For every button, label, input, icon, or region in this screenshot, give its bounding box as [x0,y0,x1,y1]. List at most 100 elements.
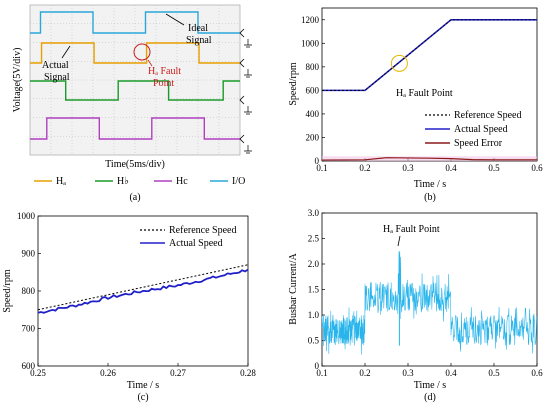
x-tick-label: 0.3 [402,163,414,173]
legend-ha-label: Hₐ [56,176,66,187]
y-tick-label: 0 [315,156,320,166]
panel-b-legend-error-label: Speed Error [454,138,503,149]
panel-a-traces [30,11,240,140]
panel-b-caption: (b) [424,192,436,203]
y-tick-label: 900 [22,249,36,259]
busbar-current-line [321,251,537,355]
panel-a-xlabel: Time(5ms/div) [105,159,165,170]
panel-c-caption: (c) [137,392,148,403]
panel-b-ylabel: Speed/rpm [288,62,299,106]
x-tick-label: 0.6 [531,163,543,173]
y-tick-label: 3.0 [308,208,320,218]
fault-point-marker [390,54,408,72]
x-tick-label: 0.28 [240,368,256,378]
panel-d: 0.1 0.2 0.3 0.4 0.5 0.6 0 0.5 1.0 1.5 2.0 2.5 3.0 Bu… [288,208,543,403]
io-trace [30,11,240,34]
panel-d-xlabel: Time / s [414,380,447,391]
legend-hb-label: H♭ [117,176,129,187]
ground-marker [244,39,252,48]
panel-d-ylabel: Busbar Current/A [288,253,299,325]
y-tick-label: 1.0 [308,310,320,320]
ideal-signal-label-1: Ideal [188,23,208,34]
panel-b-series [321,18,537,161]
actual-signal-label-1: Actual [42,60,69,71]
ground-marker [244,106,252,115]
panel-b-xlabel: Time / s [414,179,447,190]
y-tick-label: 1.5 [308,285,320,295]
channel-arrow-marker [239,58,245,68]
panel-a-grid [30,5,240,155]
panel-b-frame [321,7,538,162]
x-tick-label: 0.26 [100,368,116,378]
y-tick-label: 2.0 [308,259,320,269]
fault-point-arrow [147,59,153,67]
x-tick-label: 0.1 [316,163,327,173]
y-tick-label: 800 [22,286,36,296]
reference-speed-line [322,19,537,91]
y-tick-label: 0.5 [308,336,320,346]
panel-d-axes: 0.1 0.2 0.3 0.4 0.5 0.6 0 0.5 1.0 1.5 2.0 2.5 3.0 [308,208,543,378]
x-tick-label: 0.2 [359,368,370,378]
x-tick-label: 0.27 [170,368,186,378]
y-tick-label: 800 [306,62,320,72]
x-tick-label: 0.3 [402,368,414,378]
panel-b-fault-label: Hₐ Fault Point [396,88,453,99]
y-tick-label: 700 [22,324,36,334]
x-tick-label: 0.4 [445,163,457,173]
y-tick-label: 0 [315,361,320,371]
ha-trace [30,42,240,64]
hc-trace [30,117,240,140]
legend-io-label: I/O [232,176,245,187]
panel-d-fault-label: Hₐ Fault Point [383,224,440,235]
panel-b: 0.1 0.2 0.3 0.4 0.5 0.6020040060080010001200 … [288,7,543,203]
panel-a-ylabel: Voltage(5V/div) [12,48,23,113]
y-tick-label: 2.5 [308,234,320,244]
y-tick-label: 600 [306,85,320,95]
x-tick-label: 0.4 [445,368,457,378]
y-tick-label: 600 [22,361,36,371]
panel-c-legend-actual-label: Actual Speed [169,238,223,249]
panel-a-legend: Hₐ H♭ Hc I/O [34,176,245,187]
channel-arrow-marker [239,95,245,105]
channel-arrow-marker [239,134,245,144]
channel-arrow-marker [239,28,245,38]
fault-point-label-1: Hₐ Fault [148,66,181,77]
panel-d-caption: (d) [424,392,436,403]
fault-point-circle [133,43,151,61]
ground-marker [244,69,252,78]
y-tick-label: 1200 [301,15,320,25]
panel-a-caption: (a) [129,192,140,203]
actual-signal-arrow [61,45,71,59]
y-tick-label: 200 [306,132,320,142]
reference-speed-line [37,264,249,311]
ideal-signal-label-2: Signal [186,35,212,46]
x-tick-label: 0.6 [531,368,543,378]
panel-c-ylabel: Speed/rpm [2,269,13,313]
y-tick-label: 1000 [301,38,320,48]
x-tick-label: 0.1 [316,368,327,378]
legend-hc-label: Hc [176,176,188,187]
panel-c-legend-ref-label: Reference Speed [169,225,236,236]
ground-marker [244,145,252,154]
fault-point-label-2: Point [153,78,174,89]
panel-c-xlabel: Time / s [127,380,160,391]
hb-trace [30,80,240,101]
panel-c: 0.25 0.26 0.27 0.28 600 700 800 900 1000 Speed/r… [2,211,256,403]
panel-b-legend-actual-label: Actual Speed [454,124,508,135]
panel-d-series [321,251,537,355]
panel-b-axes: 0.1 0.2 0.3 0.4 0.5 0.6 0 200 400 600 800 1000 1200 [301,15,543,173]
panel-b-legend: Reference Speed Actual Speed Speed Error [425,110,521,149]
x-tick-label: 0.25 [30,368,46,378]
panel-d-fault-arrow [397,235,401,247]
panel-a-channel-markers [239,28,252,154]
speed-error-line [321,157,537,161]
x-tick-label: 0.5 [488,368,500,378]
actual-speed-line [322,18,537,92]
y-tick-label: 1000 [17,211,36,221]
panel-c-series [37,264,249,314]
panel-a: Voltage(5V/div) Ideal Signal Actual Sign… [12,4,252,203]
ideal-signal-arrow [165,13,185,26]
y-tick-label: 400 [306,109,320,119]
actual-speed-line [37,268,249,314]
